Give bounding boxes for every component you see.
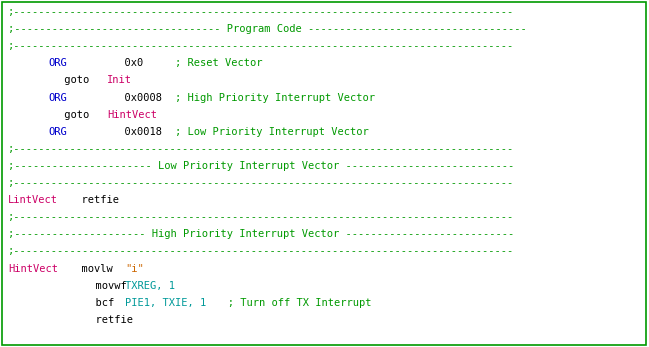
Text: "i": "i"	[125, 264, 144, 273]
Text: retfie: retfie	[44, 195, 119, 205]
Text: ORG: ORG	[49, 127, 67, 137]
Text: ;-------------------------------------------------------------------------------: ;---------------------------------------…	[8, 41, 514, 51]
Text: 0x0008: 0x0008	[62, 93, 218, 102]
Text: ;-------------------------------------------------------------------------------: ;---------------------------------------…	[8, 178, 514, 188]
Text: ; Reset Vector: ; Reset Vector	[175, 58, 262, 68]
Text: retfie: retfie	[8, 315, 133, 325]
Text: HintVect: HintVect	[8, 264, 58, 273]
Text: PIE1, TXIE, 1: PIE1, TXIE, 1	[125, 298, 206, 308]
Text: ;--------------------- High Priority Interrupt Vector --------------------------: ;--------------------- High Priority Int…	[8, 229, 514, 239]
Text: ; High Priority Interrupt Vector: ; High Priority Interrupt Vector	[175, 93, 374, 102]
Text: movlw: movlw	[44, 264, 156, 273]
Text: 0x0018: 0x0018	[62, 127, 218, 137]
Text: TXREG, 1: TXREG, 1	[125, 281, 175, 291]
Text: 0x0: 0x0	[62, 58, 218, 68]
Text: ;--------------------------------- Program Code --------------------------------: ;--------------------------------- Progr…	[8, 24, 527, 34]
Text: bcf: bcf	[8, 298, 171, 308]
Text: ; Turn off TX Interrupt: ; Turn off TX Interrupt	[184, 298, 371, 308]
Text: ; Low Priority Interrupt Vector: ; Low Priority Interrupt Vector	[175, 127, 369, 137]
Text: ;---------------------- Low Priority Interrupt Vector --------------------------: ;---------------------- Low Priority Int…	[8, 161, 514, 171]
Text: goto: goto	[8, 75, 90, 85]
Text: goto: goto	[8, 110, 90, 120]
Text: LintVect: LintVect	[8, 195, 58, 205]
Text: ;-------------------------------------------------------------------------------: ;---------------------------------------…	[8, 144, 514, 154]
Text: Init: Init	[107, 75, 132, 85]
Text: ;-------------------------------------------------------------------------------: ;---------------------------------------…	[8, 7, 514, 17]
Text: movwf: movwf	[8, 281, 171, 291]
Text: ORG: ORG	[49, 58, 67, 68]
Text: ;-------------------------------------------------------------------------------: ;---------------------------------------…	[8, 212, 514, 222]
Text: ORG: ORG	[49, 93, 67, 102]
Text: ;-------------------------------------------------------------------------------: ;---------------------------------------…	[8, 246, 514, 256]
Text: HintVect: HintVect	[107, 110, 157, 120]
